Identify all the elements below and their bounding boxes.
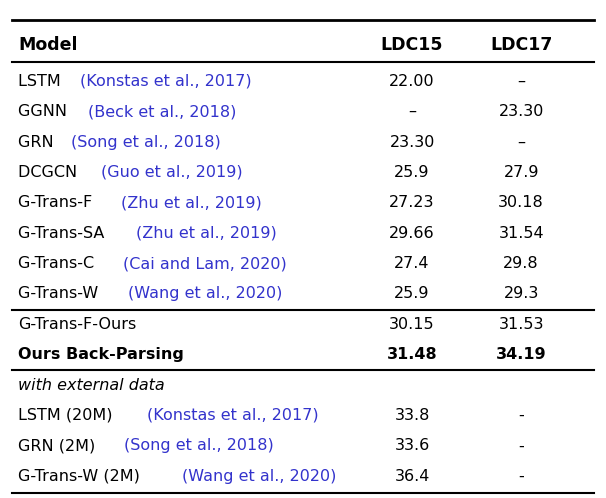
Text: (Song et al., 2018): (Song et al., 2018) xyxy=(71,134,221,149)
Text: LDC17: LDC17 xyxy=(490,36,552,54)
Text: (Beck et al., 2018): (Beck et al., 2018) xyxy=(88,104,236,119)
Text: G-Trans-F: G-Trans-F xyxy=(18,195,98,210)
Text: (Konstas et al., 2017): (Konstas et al., 2017) xyxy=(80,74,251,89)
Text: 31.48: 31.48 xyxy=(387,347,438,362)
Text: 33.8: 33.8 xyxy=(395,408,430,423)
Text: with external data: with external data xyxy=(18,377,165,392)
Text: (Song et al., 2018): (Song et al., 2018) xyxy=(124,438,275,453)
Text: –: – xyxy=(517,134,525,149)
Text: 25.9: 25.9 xyxy=(395,165,430,180)
Text: 31.53: 31.53 xyxy=(498,317,544,332)
Text: GGNN: GGNN xyxy=(18,104,72,119)
Text: 31.54: 31.54 xyxy=(498,226,544,241)
Text: (Zhu et al., 2019): (Zhu et al., 2019) xyxy=(121,195,261,210)
Text: 25.9: 25.9 xyxy=(395,286,430,301)
Text: 34.19: 34.19 xyxy=(496,347,547,362)
Text: 30.15: 30.15 xyxy=(389,317,435,332)
Text: LDC15: LDC15 xyxy=(381,36,444,54)
Text: 30.18: 30.18 xyxy=(498,195,544,210)
Text: (Zhu et al., 2019): (Zhu et al., 2019) xyxy=(136,226,277,241)
Text: G-Trans-SA: G-Trans-SA xyxy=(18,226,110,241)
Text: -: - xyxy=(518,469,524,484)
Text: –: – xyxy=(408,104,416,119)
Text: 27.9: 27.9 xyxy=(504,165,539,180)
Text: LSTM: LSTM xyxy=(18,74,66,89)
Text: 29.3: 29.3 xyxy=(504,286,539,301)
Text: 33.6: 33.6 xyxy=(395,438,430,453)
Text: 27.23: 27.23 xyxy=(389,195,435,210)
Text: G-Trans-W: G-Trans-W xyxy=(18,286,104,301)
Text: DCGCN: DCGCN xyxy=(18,165,82,180)
Text: Model: Model xyxy=(18,36,78,54)
Text: -: - xyxy=(518,438,524,453)
Text: 29.8: 29.8 xyxy=(504,256,539,271)
Text: (Konstas et al., 2017): (Konstas et al., 2017) xyxy=(147,408,318,423)
Text: 23.30: 23.30 xyxy=(390,134,435,149)
Text: (Cai and Lam, 2020): (Cai and Lam, 2020) xyxy=(123,256,287,271)
Text: –: – xyxy=(517,74,525,89)
Text: G-Trans-W (2M): G-Trans-W (2M) xyxy=(18,469,145,484)
Text: -: - xyxy=(518,408,524,423)
Text: GRN (2M): GRN (2M) xyxy=(18,438,101,453)
Text: 22.00: 22.00 xyxy=(389,74,435,89)
Text: GRN: GRN xyxy=(18,134,59,149)
Text: 29.66: 29.66 xyxy=(389,226,435,241)
Text: 23.30: 23.30 xyxy=(499,104,544,119)
Text: 36.4: 36.4 xyxy=(395,469,430,484)
Text: G-Trans-F-Ours: G-Trans-F-Ours xyxy=(18,317,136,332)
Text: (Wang et al., 2020): (Wang et al., 2020) xyxy=(128,286,283,301)
Text: (Wang et al., 2020): (Wang et al., 2020) xyxy=(182,469,336,484)
Text: LSTM (20M): LSTM (20M) xyxy=(18,408,118,423)
Text: Ours Back-Parsing: Ours Back-Parsing xyxy=(18,347,184,362)
Text: 27.4: 27.4 xyxy=(395,256,430,271)
Text: G-Trans-C: G-Trans-C xyxy=(18,256,99,271)
Text: (Guo et al., 2019): (Guo et al., 2019) xyxy=(101,165,243,180)
